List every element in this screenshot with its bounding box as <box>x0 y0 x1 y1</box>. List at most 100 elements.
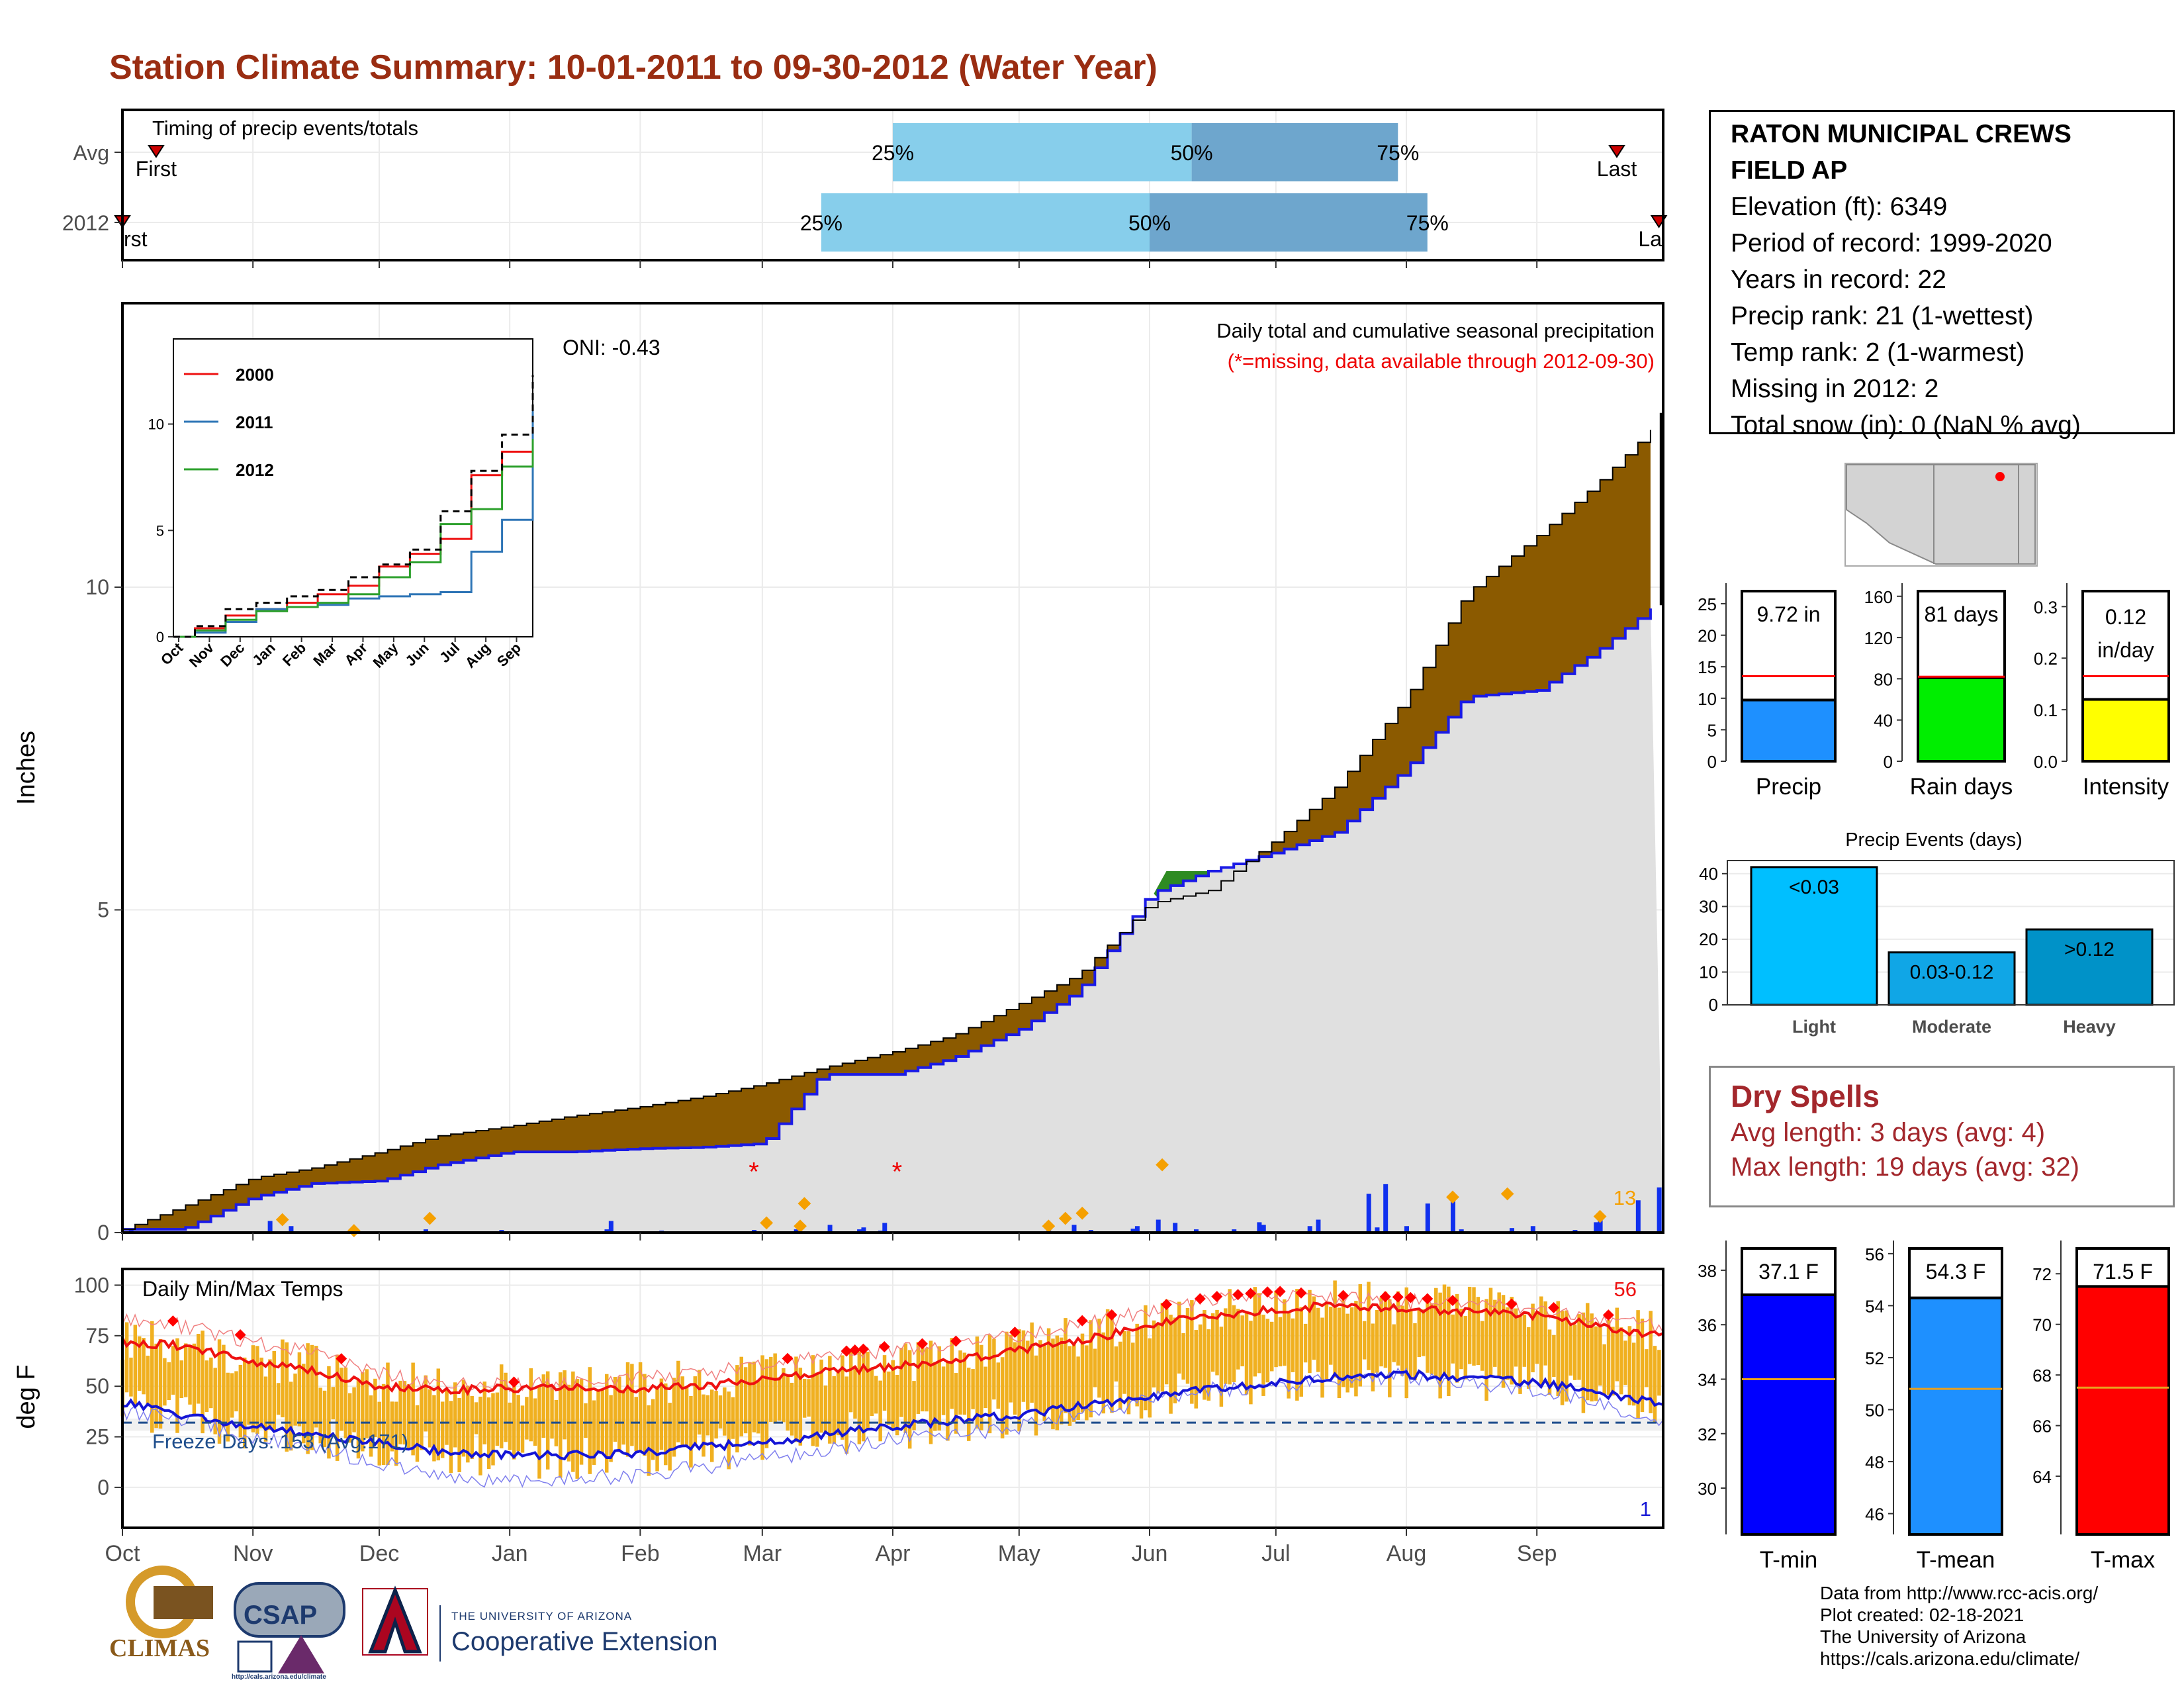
daily-temp-range-bar <box>1228 1289 1232 1385</box>
timing-row-label: Avg <box>73 141 109 165</box>
daily-temp-range-bar <box>1434 1288 1438 1377</box>
daily-temp-range-bar <box>466 1385 470 1463</box>
intensity-gauge-ytick-label: 0.3 <box>2034 597 2058 617</box>
precip-cumulative-line <box>122 608 1652 1231</box>
daily-temp-range-bar <box>508 1402 512 1450</box>
tmax-gauge-ytick-label: 66 <box>2032 1417 2052 1436</box>
daily-temp-range-bar <box>752 1361 756 1432</box>
daily-temp-range-bar <box>1602 1344 1606 1396</box>
daily-precip-bar <box>1459 1229 1464 1233</box>
heavy-precip-marker <box>423 1211 437 1225</box>
daily-temp-range-bar <box>1333 1280 1337 1378</box>
daily-temp-range-bar <box>857 1351 862 1444</box>
daily-temp-range-bar <box>1105 1309 1110 1402</box>
timing-p25-label: 25% <box>872 141 914 165</box>
daily-temp-range-bar <box>1631 1342 1636 1406</box>
daily-temp-range-bar <box>1510 1297 1514 1385</box>
daily-temp-range-bar <box>1455 1293 1459 1383</box>
daily-temp-range-bar <box>1122 1331 1126 1394</box>
daily-temp-range-bar <box>1114 1346 1118 1382</box>
station-info-box: RATON MUNICIPAL CREWS FIELD AP Elevation… <box>1709 110 2175 440</box>
tmax-gauge-frame <box>2075 1247 2170 1288</box>
precip-gauge-ytick-label: 15 <box>1698 657 1717 677</box>
intensity-gauge-bar <box>2081 698 2170 763</box>
station-name-line1: RATON MUNICIPAL CREWS <box>1731 120 2071 148</box>
daily-precip-bar <box>1261 1225 1266 1233</box>
daily-temp-range-bar <box>807 1379 811 1417</box>
daily-precip-bar <box>1530 1226 1535 1233</box>
daily-temp-range-bar <box>361 1372 365 1452</box>
daily-temp-range-bar <box>815 1372 819 1447</box>
precip-gauge-ytick-label: 25 <box>1698 594 1717 614</box>
events-bar-value: >0.12 <box>2064 939 2115 961</box>
daily-temp-range-bar <box>1068 1346 1072 1426</box>
daily-temp-range-bar <box>377 1401 381 1466</box>
daily-temp-range-bar <box>525 1397 529 1440</box>
daily-temp-range-bar <box>1005 1331 1009 1435</box>
daily-temp-range-bar <box>1000 1357 1005 1438</box>
ua-small-text: THE UNIVERSITY OF ARIZONA <box>451 1610 633 1622</box>
temp-ytick-label: 0 <box>97 1476 109 1499</box>
daily-temp-range-bar <box>643 1374 647 1456</box>
credits: Data from http://www.rcc-acis.org/ Plot … <box>1820 1582 2098 1669</box>
daily-temp-range-bar <box>718 1395 723 1429</box>
last-event-marker <box>1608 145 1625 158</box>
daily-temp-range-bar <box>1283 1299 1287 1366</box>
events-category-label: Moderate <box>1912 1017 1991 1037</box>
daily-temp-range-bar <box>1547 1329 1552 1395</box>
daily-temp-range-bar <box>1552 1335 1556 1378</box>
daily-temp-range-bar <box>1354 1301 1358 1397</box>
southwest-states-shape <box>1846 464 2036 565</box>
daily-temp-range-bar <box>537 1385 541 1479</box>
daily-temp-range-bar <box>1303 1323 1308 1363</box>
daily-temp-range-bar <box>1623 1340 1627 1385</box>
csap-cloud-icon <box>234 1582 345 1638</box>
heavy-precip-marker <box>1156 1158 1169 1172</box>
temp-ytick-label: 50 <box>85 1374 109 1398</box>
record-high-marker <box>849 1344 861 1356</box>
daily-temp-range-bar <box>1514 1308 1518 1367</box>
daily-precip-bar <box>861 1227 866 1233</box>
daily-temp-range-bar <box>559 1372 563 1478</box>
csap-logo-text: CSAP <box>244 1601 318 1630</box>
daily-temp-range-bar <box>1526 1327 1531 1389</box>
daily-temp-range-bar <box>609 1395 613 1462</box>
daily-temp-range-bar <box>158 1338 163 1429</box>
timing-bar-early <box>893 123 1192 181</box>
daily-temp-range-bar <box>1531 1303 1535 1373</box>
daily-temp-range-bar <box>954 1373 958 1434</box>
daily-temp-range-bar <box>684 1387 689 1446</box>
tmax-gauge-ytick-label: 68 <box>2032 1366 2052 1385</box>
daily-temp-range-bar <box>347 1393 352 1443</box>
station-years: Years in record: 22 <box>1731 265 1946 294</box>
daily-temp-range-bar <box>1160 1303 1165 1392</box>
daily-temp-range-bar <box>1442 1284 1447 1375</box>
daily-temp-range-bar <box>373 1378 377 1438</box>
timing-row-label: 2012 <box>62 211 109 235</box>
daily-temp-range-bar <box>714 1391 718 1439</box>
daily-temp-range-bar <box>823 1385 828 1432</box>
daily-temp-range-bar <box>504 1372 508 1442</box>
daily-temp-range-bar <box>146 1355 150 1406</box>
tmean-gauge-ytick-label: 48 <box>1865 1452 1884 1472</box>
daily-temp-range-bar <box>133 1325 138 1406</box>
tmin-gauge-label: T-min <box>1760 1547 1818 1573</box>
tmean-gauge-ytick-label: 46 <box>1865 1505 1884 1524</box>
daily-temp-range-bar <box>709 1389 714 1462</box>
daily-temp-range-bar <box>1312 1296 1316 1360</box>
events-title: Precip Events (days) <box>1845 829 2023 851</box>
daily-temp-range-bar <box>996 1362 1001 1409</box>
daily-temp-range-bar <box>242 1357 247 1449</box>
daily-temp-range-bar <box>340 1368 343 1431</box>
daily-temp-range-bar <box>895 1375 899 1436</box>
heavy-precip-marker <box>1446 1190 1459 1204</box>
month-label: Feb <box>621 1541 660 1566</box>
precip-ytick-label: 0 <box>97 1221 109 1244</box>
daily-temp-range-bar <box>647 1405 651 1476</box>
daily-temp-range-bar <box>899 1347 903 1417</box>
daily-temp-range-bar <box>912 1381 916 1430</box>
daily-temp-range-bar <box>1240 1315 1244 1367</box>
daily-temp-range-bar <box>903 1343 908 1434</box>
daily-temp-range-bar <box>1110 1310 1114 1413</box>
temp-ytick-label: 100 <box>74 1273 109 1297</box>
